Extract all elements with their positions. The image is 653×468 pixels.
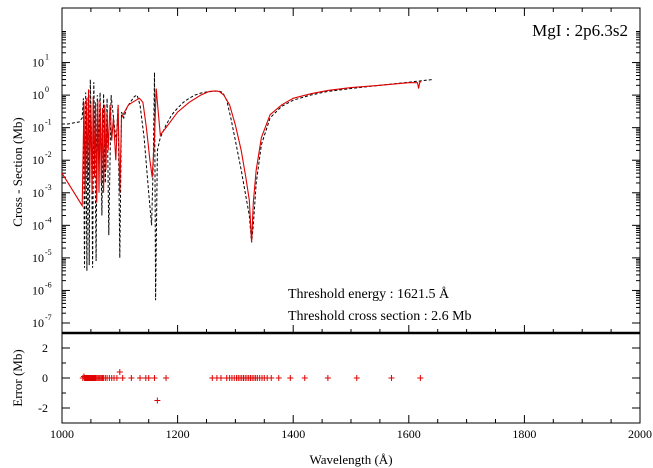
y-tick-label: 10 [32, 186, 44, 200]
error-y-tick-label: -2 [38, 401, 48, 415]
error-point [119, 375, 126, 381]
error-point [113, 375, 120, 381]
error-points [79, 369, 424, 404]
error-point [287, 375, 294, 381]
cross-section-y-axis-label: Cross - Section (Mb) [10, 117, 25, 226]
x-tick-label: 2000 [628, 427, 652, 441]
error-y-tick-label: 0 [42, 371, 48, 385]
y-tick-label: 10 [32, 153, 44, 167]
fitted-cross-section-series [62, 81, 422, 243]
x-tick-label: 1400 [281, 427, 305, 441]
threshold-energy-annotation: Threshold energy : 1621.5 Å [288, 286, 450, 302]
error-point [151, 375, 158, 381]
threshold-cross-section-annotation: Threshold cross section : 2.6 Mb [288, 309, 472, 324]
error-point [116, 369, 123, 375]
y-tick-label: 10 [32, 121, 44, 135]
y-tick-exponent: -4 [45, 215, 52, 224]
x-tick-label: 1800 [512, 427, 536, 441]
y-tick-exponent: -2 [45, 150, 52, 159]
error-y-tick-label: 2 [42, 341, 48, 355]
error-point [417, 375, 424, 381]
error-y-axis-label: Error (Mb) [10, 349, 25, 406]
error-point [145, 375, 152, 381]
x-tick-label: 1600 [397, 427, 421, 441]
error-point [217, 375, 224, 381]
y-tick-exponent: -6 [45, 280, 52, 289]
y-tick-label: 10 [32, 316, 44, 330]
y-tick-exponent: -7 [45, 313, 52, 322]
y-tick-label: 10 [32, 251, 44, 265]
y-tick-exponent: -5 [45, 248, 52, 257]
error-point [163, 375, 170, 381]
error-point [388, 375, 395, 381]
y-tick-exponent: 0 [45, 85, 49, 94]
error-axis-ticks: -2 0 2 [38, 332, 640, 424]
error-point [275, 375, 282, 381]
error-point [301, 375, 308, 381]
error-point [137, 375, 144, 381]
species-title: MgI : 2p6.3s2 [532, 21, 628, 40]
y-tick-exponent: 1 [45, 53, 49, 62]
x-tick-label: 1200 [166, 427, 190, 441]
y-tick-label: 10 [32, 218, 44, 232]
error-point [128, 375, 135, 381]
y-tick-label: 10 [32, 56, 44, 70]
y-tick-label: 10 [32, 88, 44, 102]
y-tick-exponent: -3 [45, 183, 52, 192]
y-tick-label: 10 [32, 283, 44, 297]
calculated-cross-section-series [62, 72, 432, 301]
error-point [268, 375, 275, 381]
x-tick-label: 1000 [50, 427, 74, 441]
cross-section-plot-frame [61, 7, 641, 334]
error-point [324, 375, 331, 381]
cross-section-x-ticks: 1000 1200 1400 1600 1800 2000 [50, 8, 652, 441]
error-point [154, 397, 161, 404]
x-axis-label: Wavelength (Å) [309, 452, 392, 467]
error-point [353, 375, 360, 381]
y-tick-exponent: -1 [45, 118, 52, 127]
